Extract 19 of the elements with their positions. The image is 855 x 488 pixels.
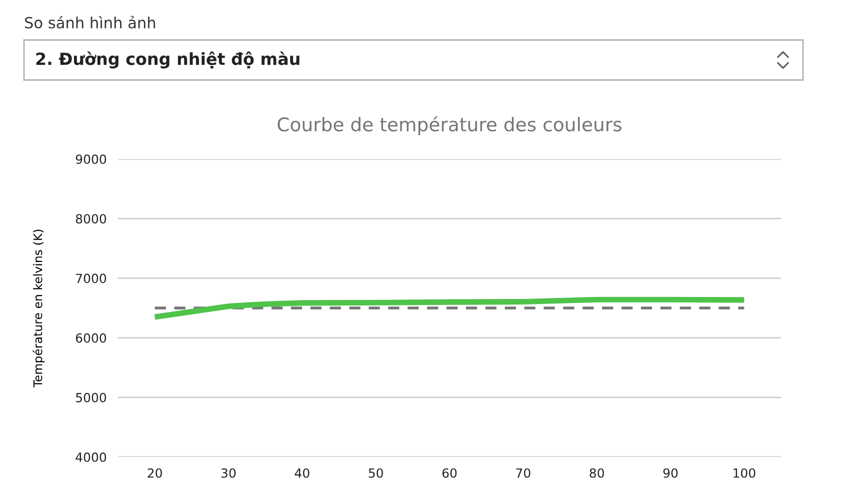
x-tick-label: 90 <box>663 468 678 478</box>
y-tick-label: 6000 <box>76 333 106 343</box>
x-tick-label: 50 <box>368 468 383 478</box>
y-tick-label: 5000 <box>76 392 106 402</box>
chart-title: Courbe de température des couleurs <box>278 116 622 136</box>
y-tick-label: 7000 <box>76 274 106 284</box>
x-tick-label: 100 <box>734 468 756 478</box>
y-tick-label: 9000 <box>76 154 106 164</box>
x-tick-label: 70 <box>516 468 530 478</box>
x-tick-label: 60 <box>442 468 457 478</box>
x-tick-label: 40 <box>294 468 310 478</box>
y-tick-label: 8000 <box>76 214 106 224</box>
y-axis-title: Température en kelvins (K) <box>32 230 45 388</box>
y-tick-label: 4000 <box>76 452 106 462</box>
x-tick-label: 80 <box>590 468 604 478</box>
x-tick-label: 30 <box>222 468 236 478</box>
text: So sánh hình ảnh <box>25 16 156 28</box>
x-tick-label: 20 <box>148 468 162 478</box>
text: 2. Đường cong nhiệt độ màu <box>36 52 300 68</box>
